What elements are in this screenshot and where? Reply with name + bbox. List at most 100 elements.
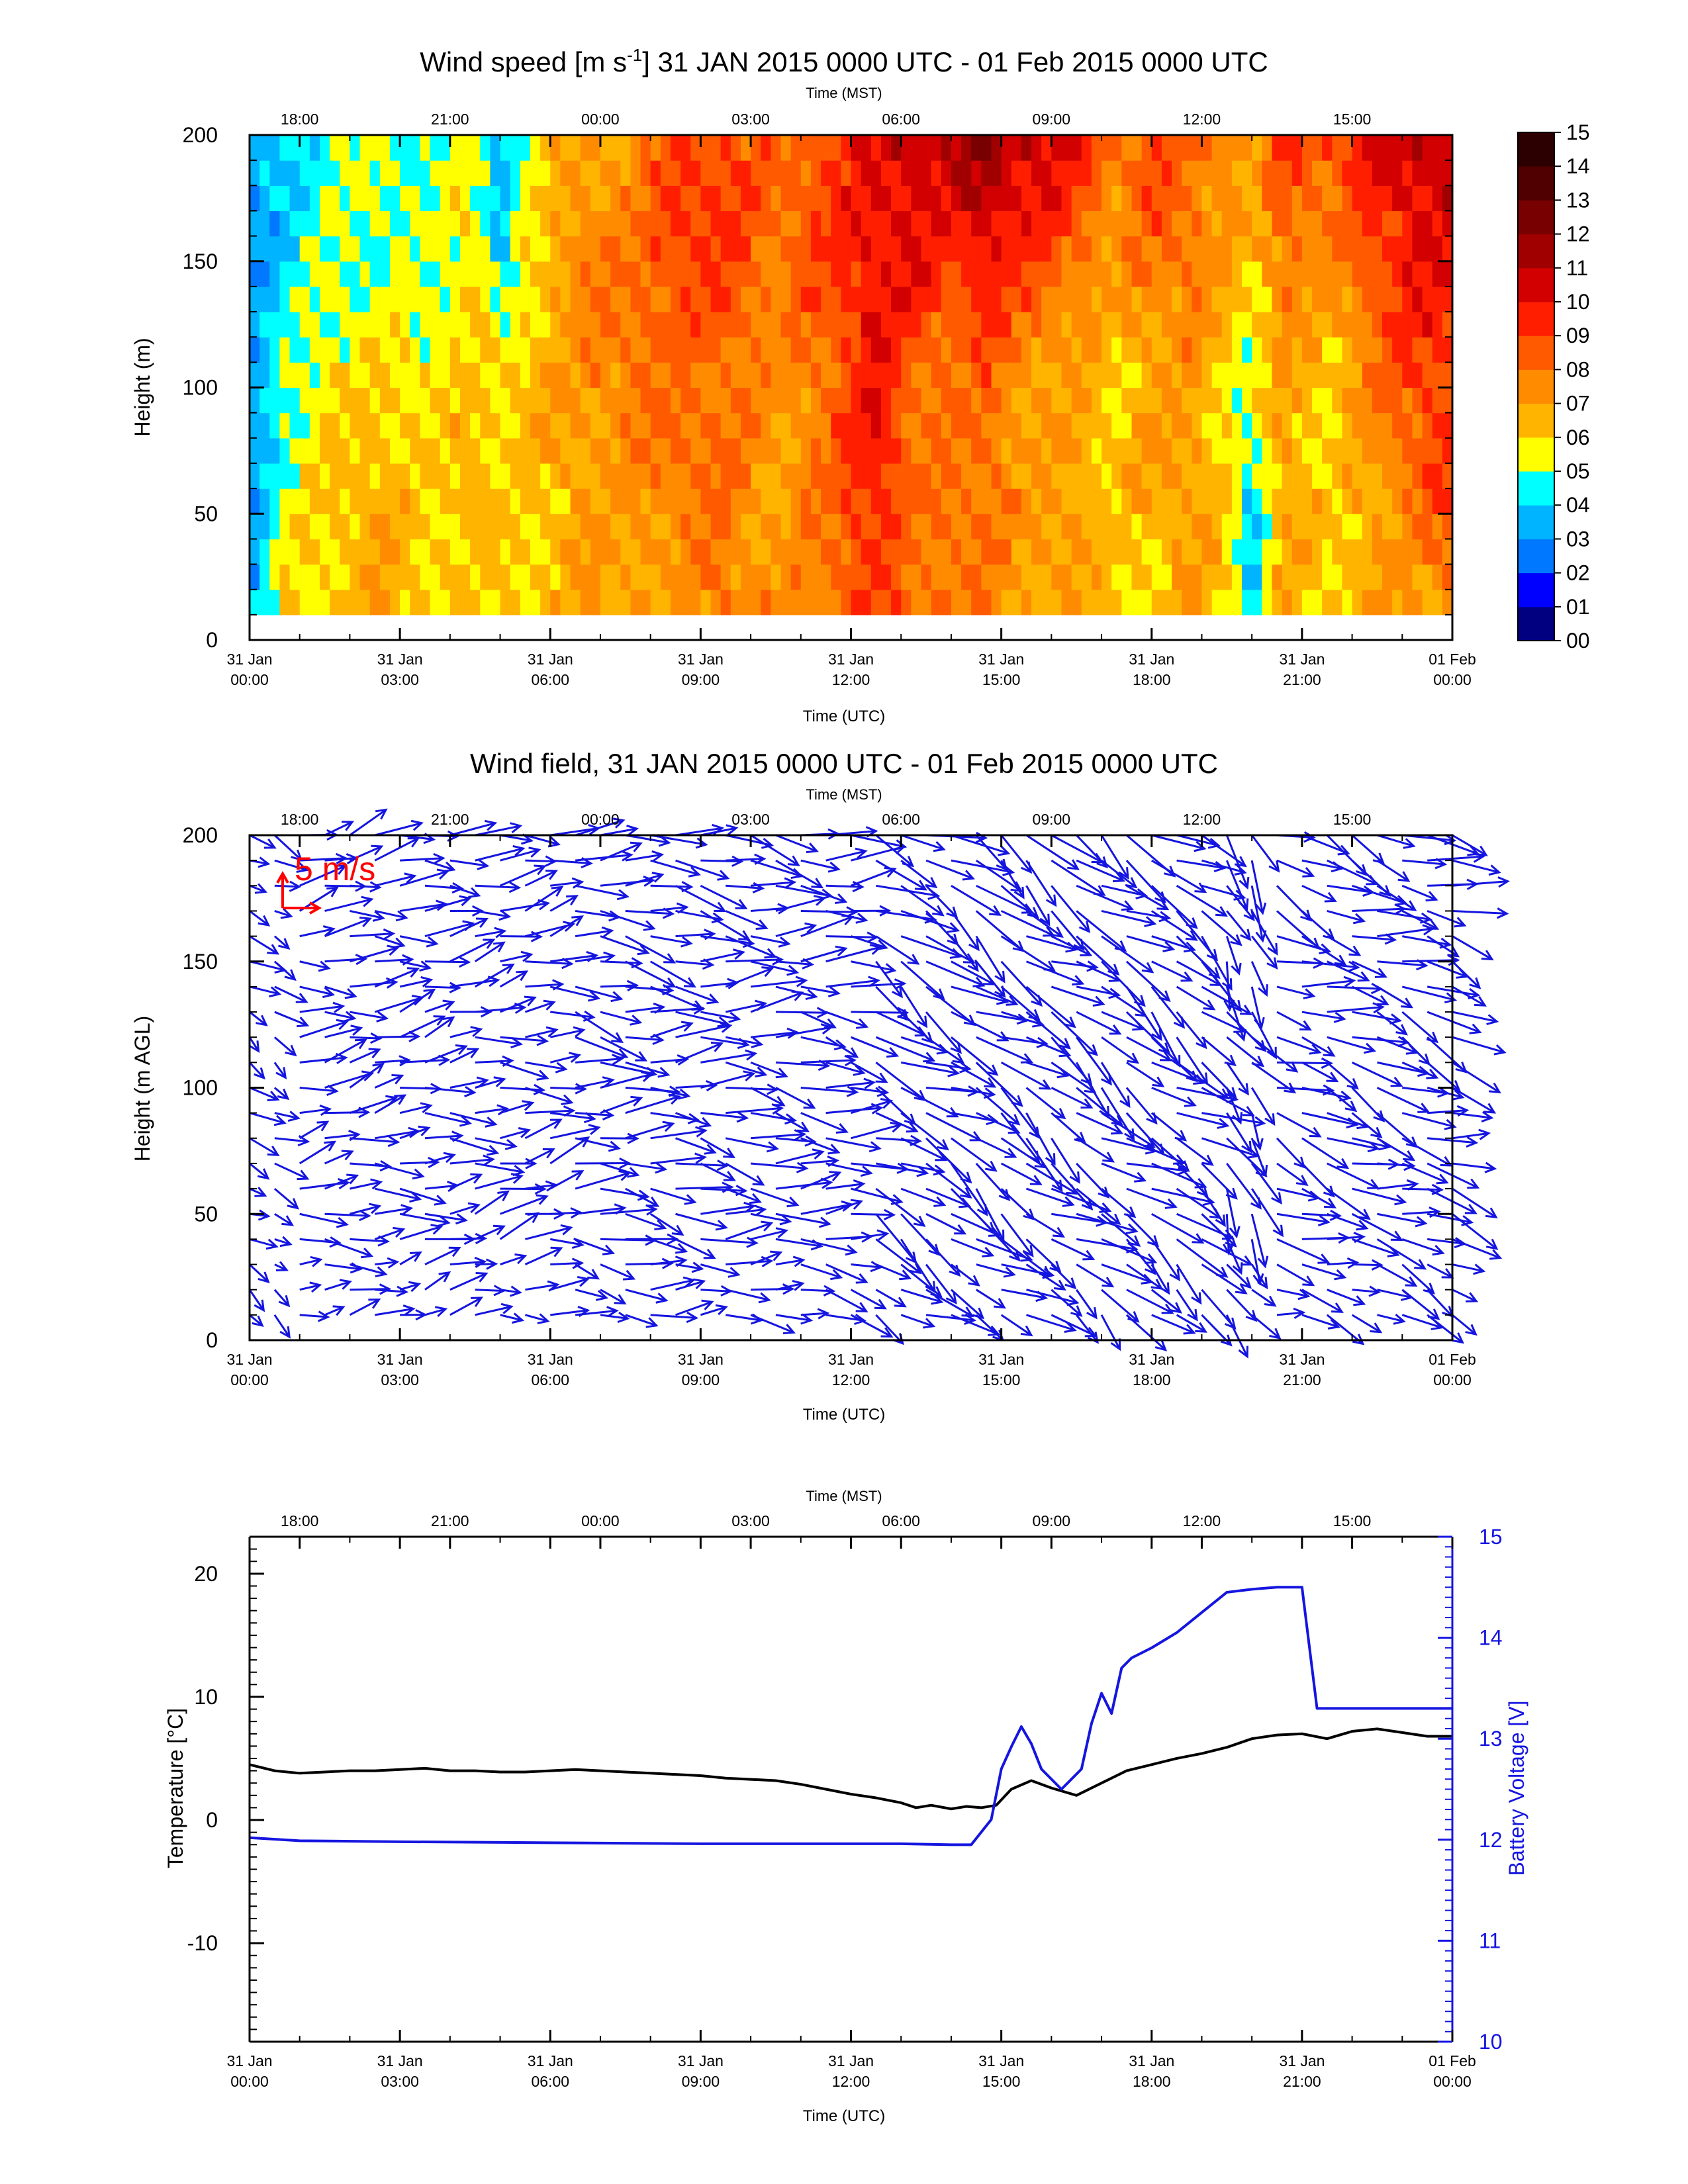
wind-vector (700, 827, 737, 837)
wind-speed-cell (991, 564, 1002, 590)
wind-speed-cell (340, 135, 351, 161)
wind-speed-cell (961, 589, 972, 615)
wind-speed-cell (309, 160, 320, 186)
wind-speed-cell (1192, 160, 1203, 186)
wind-vector (500, 935, 541, 938)
wind-speed-cell (1071, 488, 1082, 514)
temp-x-tick-label: 31 Jan (226, 2052, 272, 2070)
wind-speed-cell (1151, 589, 1162, 615)
wind-speed-cell (931, 437, 942, 464)
wind-speed-cell (1312, 286, 1323, 312)
wind-speed-cell (1131, 387, 1143, 414)
wind-vector-head (886, 1047, 900, 1058)
wind-vector (474, 964, 514, 988)
wind-speed-cell (921, 236, 932, 262)
wind-speed-cell (400, 286, 410, 312)
wind-vector (1427, 1263, 1453, 1279)
wind-vector-head (1066, 1295, 1080, 1306)
wind-speed-cell (1432, 412, 1443, 439)
wind-vector (625, 1212, 665, 1229)
wind-speed-cell (580, 589, 591, 615)
wind-vector-head (645, 1317, 659, 1328)
wind-speed-cell (790, 185, 802, 212)
wind-vector-head (876, 1229, 890, 1241)
wind-vector-head (972, 976, 986, 987)
wind-speed-cell (720, 387, 731, 414)
wind-vector (475, 884, 519, 889)
wind-vector-head (1102, 1152, 1115, 1163)
wind-speed-cell (981, 160, 992, 186)
wind-speed-cell (670, 135, 681, 161)
wind-speed-cell (1182, 387, 1192, 414)
wind-speed-cell (740, 488, 751, 514)
wind-speed-cell (841, 286, 852, 312)
wind-speed-cell (330, 463, 340, 489)
wind-speed-cell (761, 412, 771, 439)
wind-speed-cell (1182, 286, 1192, 312)
wind-vector-head (962, 953, 976, 964)
wind-vector-head (1020, 1251, 1033, 1262)
wind-vector (625, 1006, 664, 1013)
wind-vector (1402, 935, 1450, 946)
wind-vector (951, 885, 1000, 916)
wind-speed-cell (1301, 337, 1313, 363)
wind-vector (1376, 1263, 1417, 1287)
wind-speed-cell (971, 236, 982, 262)
wind-speed-cell (1362, 236, 1373, 262)
wind-speed-cell (700, 210, 712, 237)
wind-speed-cell (1041, 261, 1052, 287)
wind-speed-cell (389, 564, 400, 590)
wind-speed-cell (911, 135, 922, 161)
wind-field-y-tick-label: 50 (194, 1202, 218, 1226)
wind-speed-cell (841, 589, 852, 615)
wind-speed-cell (1252, 437, 1262, 464)
wind-vector (1051, 834, 1103, 864)
wind-vector (751, 1288, 793, 1291)
wind-vector-head (1238, 898, 1249, 911)
wind-vector-head (1358, 1208, 1371, 1220)
wind-speed-cell (500, 210, 511, 237)
wind-speed-cell (690, 160, 701, 186)
wind-vector (550, 1087, 585, 1091)
wind-vector-head (1469, 977, 1481, 989)
wind-speed-cell (780, 463, 792, 489)
wind-speed-cell (1001, 210, 1012, 237)
wind-vector-head (1489, 1249, 1503, 1260)
wind-speed-cell (299, 261, 310, 287)
wind-speed-cell (670, 564, 681, 590)
wind-speed-cell (1412, 210, 1423, 237)
wind-speed-cell (550, 160, 561, 186)
wind-field-x2-tick-label: 09:00 (1033, 811, 1071, 828)
wind-speed-cell (420, 160, 431, 186)
wind-speed-cell (851, 337, 862, 363)
wind-speed-cell (580, 236, 591, 262)
wind-speed-cell (1041, 564, 1052, 590)
wind-speed-cell (1312, 564, 1323, 590)
wind-vector (1377, 1183, 1417, 1190)
wind-vector (1150, 859, 1206, 893)
wind-vector (725, 1137, 778, 1150)
wind-vector (273, 1036, 297, 1056)
wind-speed-cell (259, 412, 270, 439)
wind-vector-head (254, 1187, 267, 1197)
wind-vector (350, 1036, 381, 1040)
wind-speed-cell (1342, 362, 1353, 388)
wind-vector (1125, 860, 1166, 903)
wind-speed-cell (1121, 437, 1133, 464)
wind-speed-cell (740, 463, 751, 489)
wind-speed-cell (359, 261, 371, 287)
wind-speed-cell (430, 286, 441, 312)
wind-speed-cell (901, 488, 912, 514)
wind-vector (1251, 1289, 1276, 1306)
wind-speed-cell (1201, 412, 1213, 439)
wind-vector (951, 1314, 999, 1336)
wind-vector-head (1087, 1332, 1100, 1344)
wind-vector-head (375, 808, 388, 820)
wind-vector-head (683, 977, 696, 988)
wind-speed-cell (870, 539, 882, 565)
wind-speed-cell (700, 312, 712, 338)
wind-speed-cell (330, 236, 340, 262)
wind-speed-cell (1442, 185, 1453, 212)
wind-speed-cell (560, 261, 571, 287)
wind-vector-head (804, 922, 818, 934)
